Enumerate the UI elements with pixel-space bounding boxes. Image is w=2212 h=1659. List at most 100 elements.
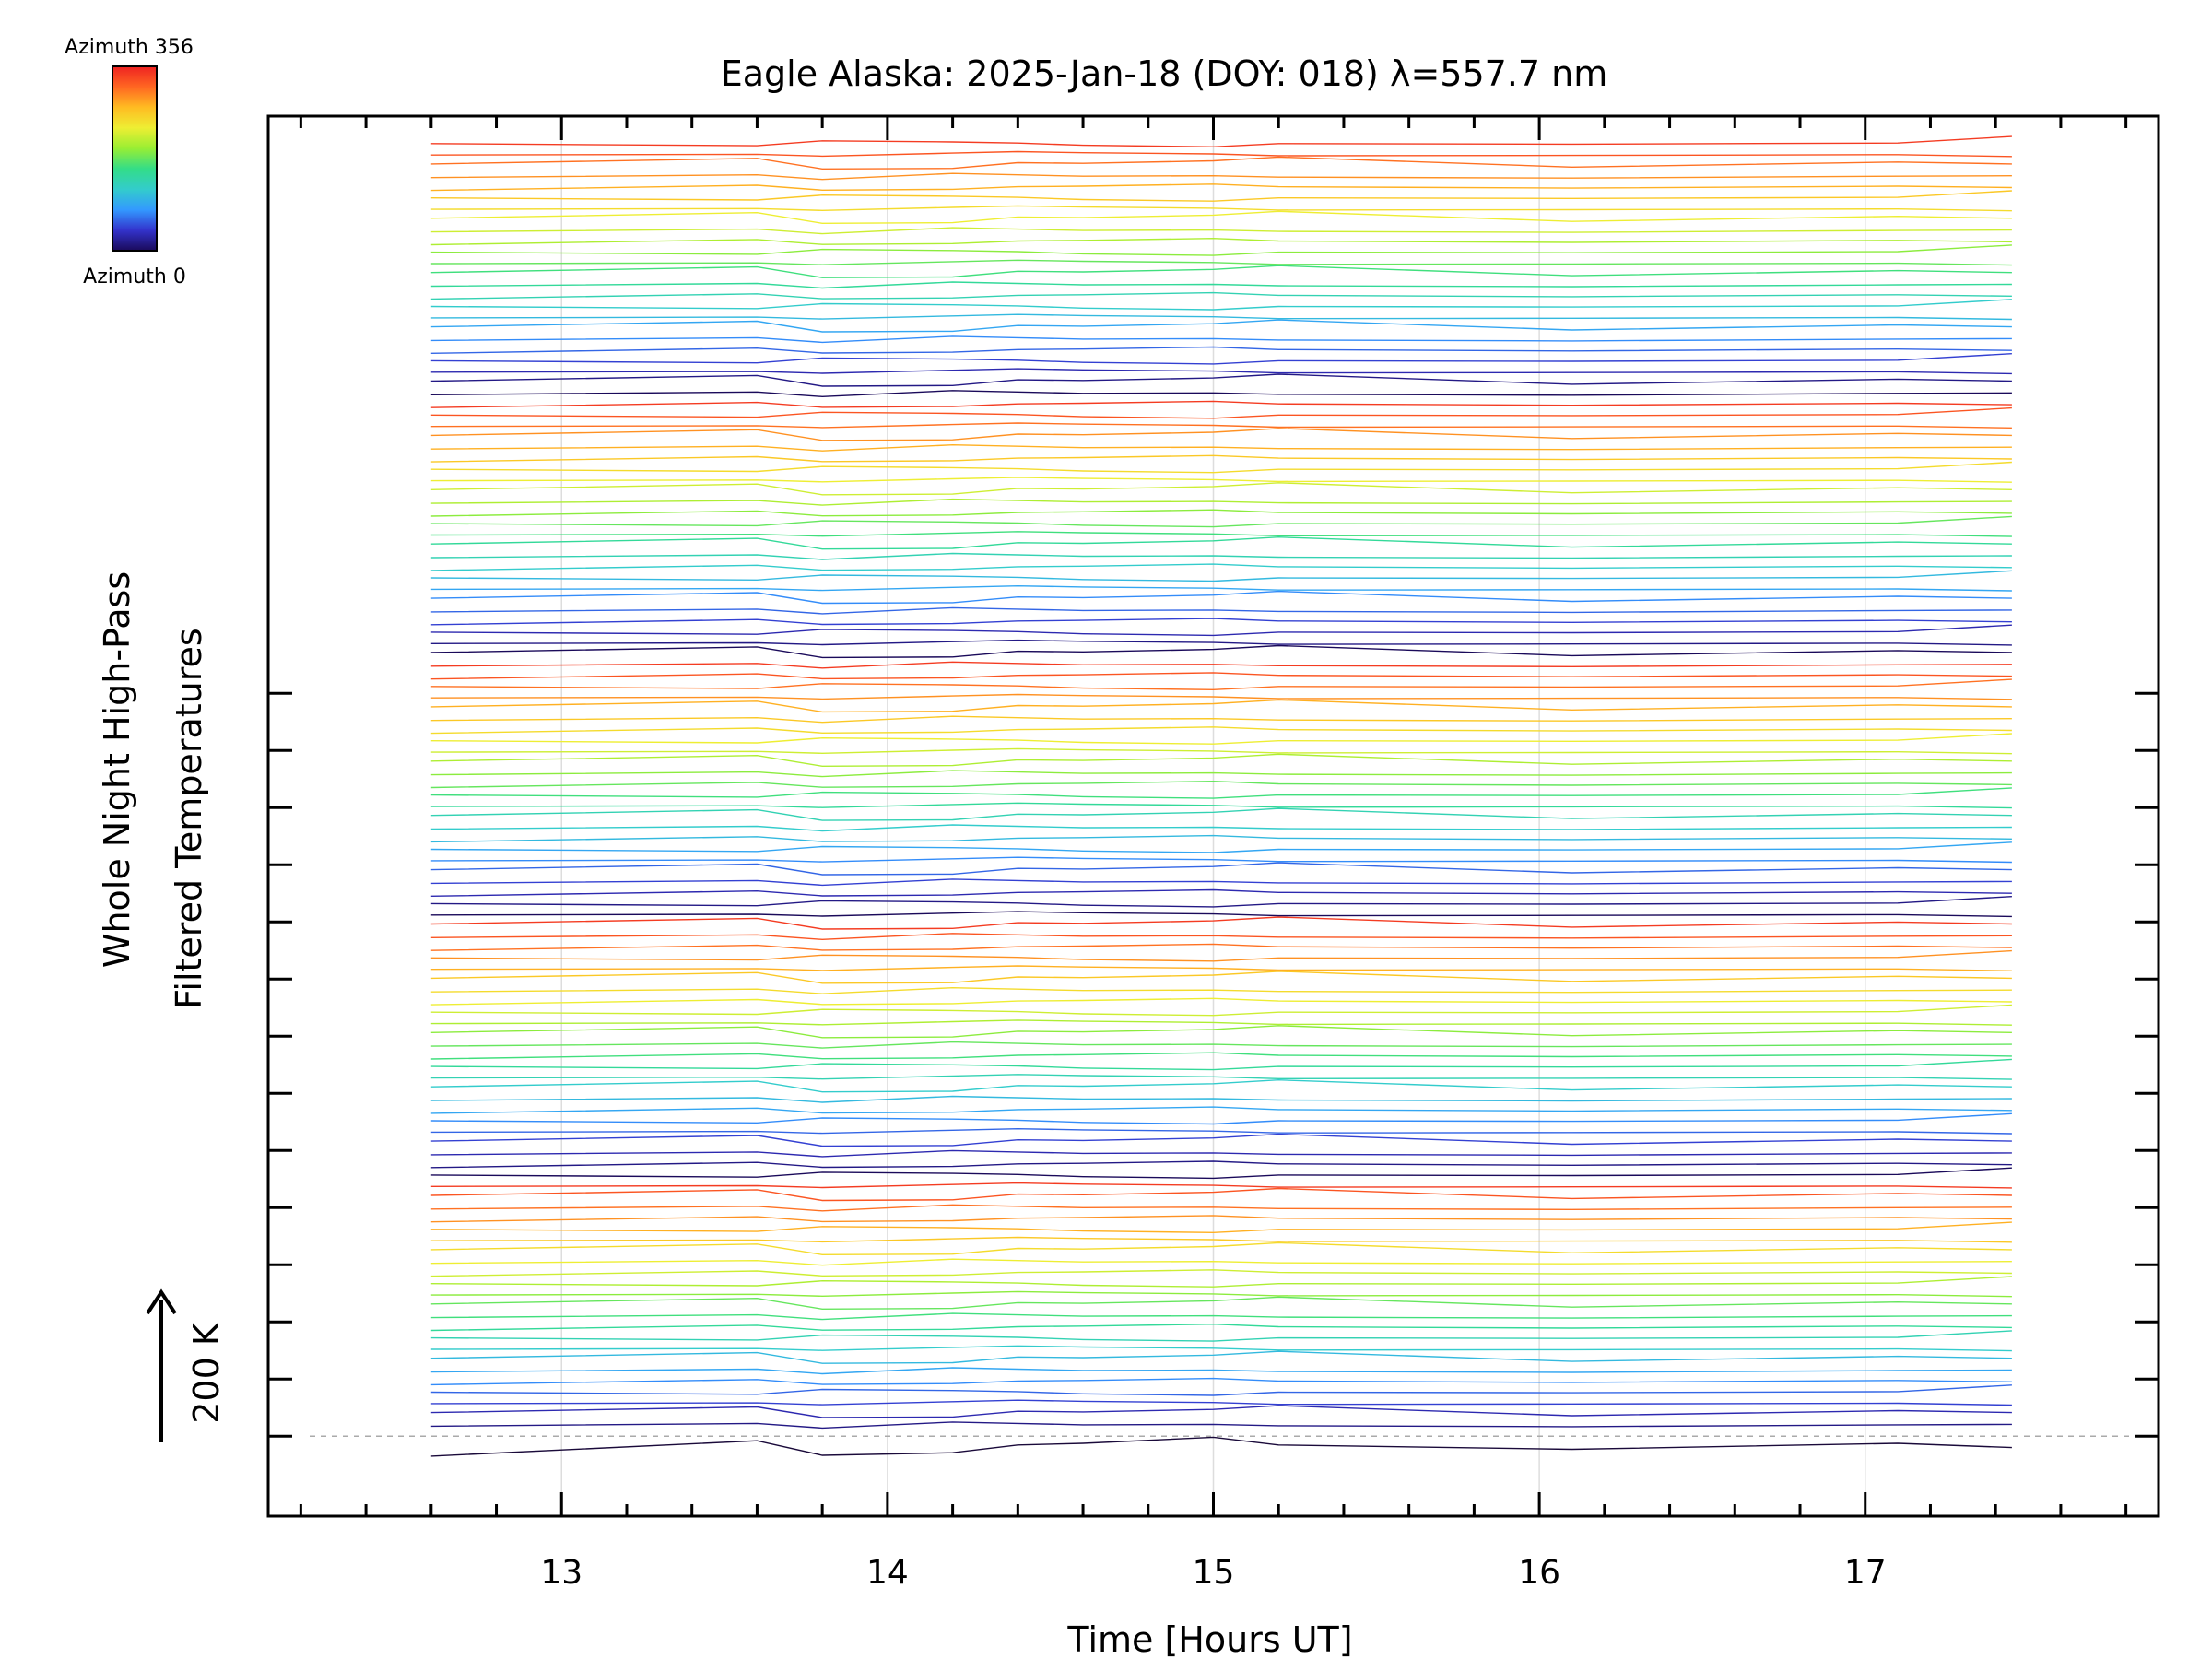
series-line-96 bbox=[430, 390, 2012, 398]
series-line-81 bbox=[430, 552, 2012, 560]
series-line-95 bbox=[430, 400, 2012, 408]
series-line-113 bbox=[430, 205, 2012, 212]
series-line-75 bbox=[430, 618, 2012, 626]
series-line-8 bbox=[430, 1345, 2012, 1352]
series-line-98 bbox=[430, 368, 2012, 375]
series-line-62 bbox=[430, 753, 2012, 768]
y-axis-label-line1: Whole Night High-Pass bbox=[97, 571, 137, 968]
series-line-35 bbox=[430, 1052, 2012, 1060]
series-line-69 bbox=[430, 678, 2012, 691]
series-line-93 bbox=[430, 422, 2012, 429]
series-line-18 bbox=[430, 1236, 2012, 1243]
series-line-37 bbox=[430, 1025, 2012, 1039]
series-line-25 bbox=[430, 1160, 2012, 1169]
series-line-1 bbox=[430, 1421, 2012, 1430]
series-line-45 bbox=[430, 943, 2012, 951]
series-line-119 bbox=[430, 135, 2012, 148]
scale-indicator: 200 K bbox=[146, 1288, 227, 1442]
series-line-5 bbox=[430, 1377, 2012, 1386]
series-line-65 bbox=[430, 726, 2012, 735]
series-line-97 bbox=[430, 373, 2012, 387]
series-line-63 bbox=[430, 747, 2012, 755]
series-line-23 bbox=[430, 1182, 2012, 1189]
series-line-64 bbox=[430, 733, 2012, 745]
series-line-109 bbox=[430, 244, 2012, 256]
series-line-74 bbox=[430, 624, 2012, 637]
series-line-73 bbox=[430, 639, 2012, 646]
series-line-38 bbox=[430, 1019, 2012, 1026]
series-line-36 bbox=[430, 1041, 2012, 1049]
series-line-90 bbox=[430, 454, 2012, 463]
series-line-107 bbox=[430, 265, 2012, 278]
series-line-83 bbox=[430, 531, 2012, 537]
series-line-51 bbox=[430, 878, 2012, 887]
series-line-20 bbox=[430, 1215, 2012, 1223]
series-line-92 bbox=[430, 428, 2012, 441]
series-line-59 bbox=[430, 787, 2012, 799]
series-line-41 bbox=[430, 986, 2012, 994]
series-line-0 bbox=[430, 1436, 2012, 1457]
series-line-46 bbox=[430, 933, 2012, 941]
series-line-112 bbox=[430, 210, 2012, 225]
series-line-88 bbox=[430, 477, 2012, 483]
series-line-117 bbox=[430, 156, 2012, 171]
series-line-52 bbox=[430, 862, 2012, 876]
y-axis-label: Whole Night High-Pass Filtered Temperatu… bbox=[97, 571, 209, 1009]
series-line-104 bbox=[430, 299, 2012, 311]
series-line-77 bbox=[430, 590, 2012, 605]
series-line-114 bbox=[430, 190, 2012, 202]
series-line-49 bbox=[430, 896, 2012, 908]
series-line-67 bbox=[430, 699, 2012, 713]
series-line-105 bbox=[430, 291, 2012, 300]
series-line-68 bbox=[430, 693, 2012, 700]
series-line-80 bbox=[430, 563, 2012, 571]
series-line-47 bbox=[430, 916, 2012, 930]
series-line-94 bbox=[430, 406, 2012, 419]
series-line-60 bbox=[430, 780, 2012, 789]
series-line-16 bbox=[430, 1258, 2012, 1266]
series-line-78 bbox=[430, 584, 2012, 592]
series-line-72 bbox=[430, 644, 2012, 659]
tick-labels: 13 14 15 16 17 bbox=[540, 1554, 1886, 1592]
series-line-106 bbox=[430, 281, 2012, 289]
series-line-71 bbox=[430, 661, 2012, 669]
series-line-11 bbox=[430, 1312, 2012, 1321]
series-line-54 bbox=[430, 841, 2012, 853]
series-line-21 bbox=[430, 1204, 2012, 1212]
series-line-48 bbox=[430, 911, 2012, 918]
series-line-6 bbox=[430, 1367, 2012, 1375]
series-line-10 bbox=[430, 1323, 2012, 1332]
series-line-26 bbox=[430, 1149, 2012, 1158]
series-line-86 bbox=[430, 498, 2012, 506]
series-line-4 bbox=[430, 1384, 2012, 1396]
series-line-82 bbox=[430, 535, 2012, 550]
series-line-70 bbox=[430, 672, 2012, 680]
series-line-110 bbox=[430, 237, 2012, 246]
series-line-100 bbox=[430, 346, 2012, 354]
series-line-118 bbox=[430, 150, 2012, 158]
grid bbox=[310, 116, 2159, 1516]
series-line-9 bbox=[430, 1330, 2012, 1342]
series-line-55 bbox=[430, 834, 2012, 843]
colorbar-top-label: Azimuth 356 bbox=[65, 36, 194, 59]
series-line-33 bbox=[430, 1074, 2012, 1080]
series-line-103 bbox=[430, 313, 2012, 321]
series-group bbox=[430, 135, 2012, 1457]
series-line-29 bbox=[430, 1112, 2012, 1125]
x-axis-label: Time [Hours UT] bbox=[1066, 1619, 1352, 1659]
series-line-111 bbox=[430, 227, 2012, 235]
series-line-30 bbox=[430, 1106, 2012, 1114]
series-line-50 bbox=[430, 888, 2012, 897]
scale-arrow-head-icon bbox=[146, 1288, 177, 1315]
series-line-87 bbox=[430, 482, 2012, 496]
series-line-42 bbox=[430, 971, 2012, 984]
series-line-76 bbox=[430, 606, 2012, 615]
x-tick-label-15: 15 bbox=[1193, 1554, 1235, 1592]
series-line-57 bbox=[430, 807, 2012, 821]
colorbar-gradient bbox=[112, 65, 158, 252]
series-line-66 bbox=[430, 715, 2012, 724]
series-line-34 bbox=[430, 1058, 2012, 1071]
series-line-7 bbox=[430, 1350, 2012, 1364]
axes bbox=[266, 114, 2160, 1518]
